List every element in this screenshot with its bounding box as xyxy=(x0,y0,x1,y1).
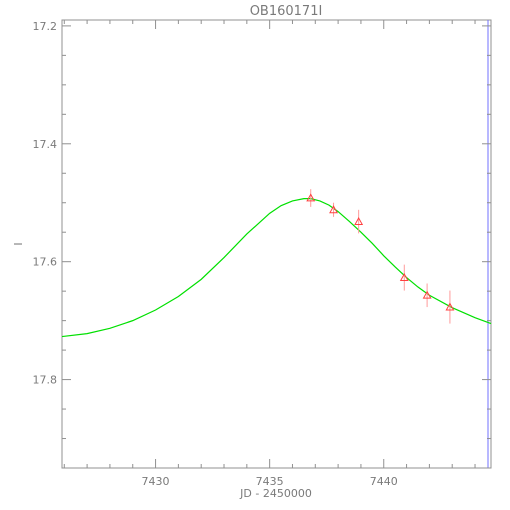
data-point-triangle xyxy=(329,205,338,214)
data-points xyxy=(306,189,455,324)
data-point-triangle xyxy=(399,272,409,281)
y-tick-label: 17.6 xyxy=(33,256,58,269)
y-axis-label: I xyxy=(12,242,25,245)
model-curve-line xyxy=(61,198,492,338)
data-point-triangle xyxy=(306,193,316,202)
x-tick-label: 7430 xyxy=(142,475,170,488)
plot-frame xyxy=(61,19,492,469)
axis-ticks: 7430 7435 7440 17.2 17.4 17.6 17.8 xyxy=(33,20,491,488)
model-curve xyxy=(61,198,492,338)
data-point-triangle xyxy=(354,216,364,225)
y-tick-label: 17.2 xyxy=(33,20,58,33)
x-tick-label: 7435 xyxy=(256,475,284,488)
data-point-triangle xyxy=(422,290,432,299)
y-tick-label: 17.8 xyxy=(33,374,58,387)
x-tick-label: 7440 xyxy=(370,475,398,488)
chart-title: OB160171I xyxy=(250,4,323,19)
data-point-triangle xyxy=(445,302,455,311)
y-tick-label: 17.4 xyxy=(33,138,58,151)
x-axis-label: JD - 2450000 xyxy=(239,487,312,500)
